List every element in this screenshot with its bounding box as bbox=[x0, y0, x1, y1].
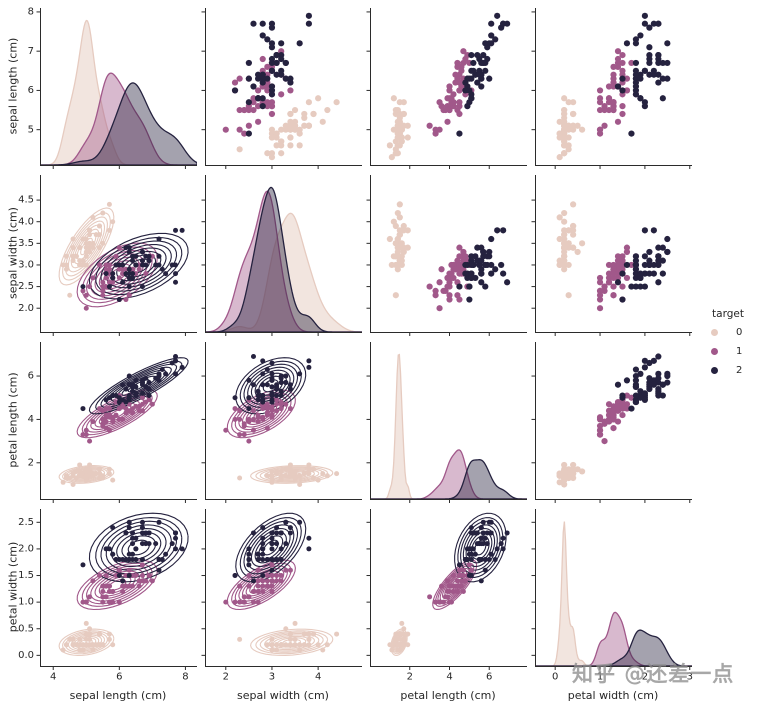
y-axis-label-petal-width: petal width (cm) bbox=[6, 541, 20, 633]
legend-label-1: 1 bbox=[736, 346, 743, 357]
x-axis-label-petal-width: petal width (cm) bbox=[567, 689, 659, 702]
legend-marker-class2-icon bbox=[711, 367, 718, 374]
legend-label-2: 2 bbox=[736, 365, 743, 376]
x-axis-label-sepal-width: sepal width (cm) bbox=[237, 689, 329, 702]
y-axis-label-sepal-length: sepal length (cm) bbox=[6, 37, 20, 135]
x-axis-label-petal-length: petal length (cm) bbox=[400, 689, 496, 702]
legend-label-0: 0 bbox=[736, 327, 743, 338]
y-axis-label-sepal-width: sepal width (cm) bbox=[6, 207, 20, 299]
watermark: 知乎 @还差一点 bbox=[572, 662, 735, 686]
legend: target 0 1 2 bbox=[697, 308, 759, 380]
legend-marker-class1-icon bbox=[711, 348, 718, 355]
legend-item-2: 2 bbox=[697, 361, 759, 380]
x-axis-label-sepal-length: sepal length (cm) bbox=[69, 689, 167, 702]
y-axis-label-petal-length: petal length (cm) bbox=[6, 372, 20, 468]
legend-title: target bbox=[712, 308, 744, 320]
legend-item-1: 1 bbox=[697, 342, 759, 361]
legend-marker-class0-icon bbox=[711, 329, 718, 336]
legend-item-0: 0 bbox=[697, 323, 759, 342]
